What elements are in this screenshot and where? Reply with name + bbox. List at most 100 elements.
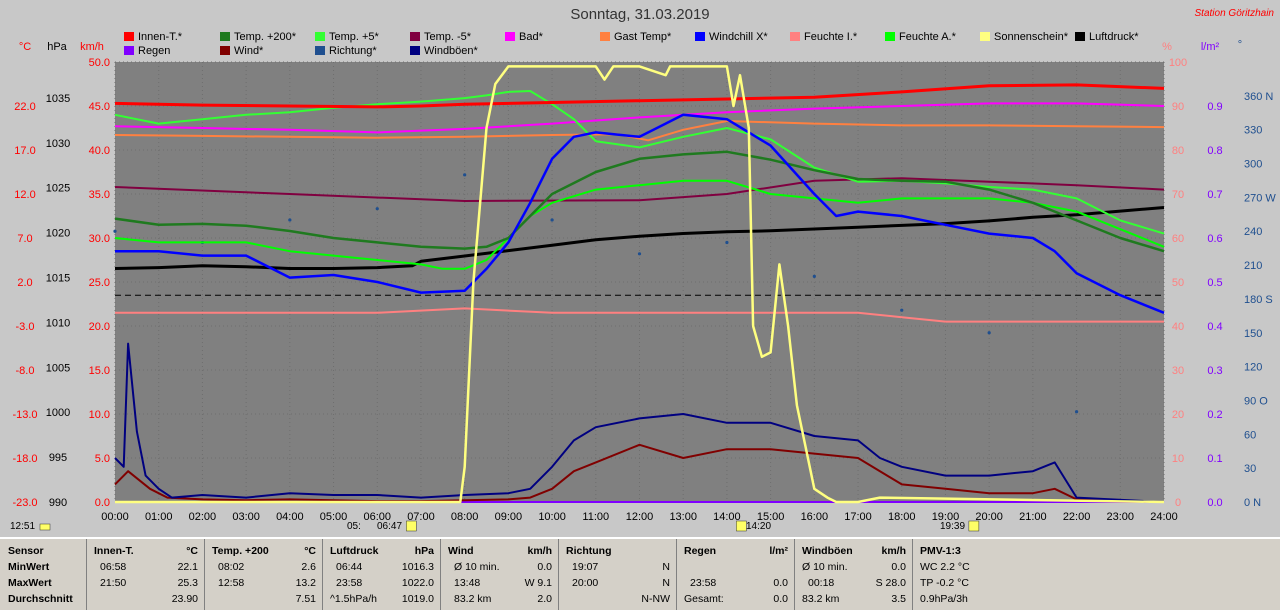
stats-unit: km/h: [527, 545, 552, 557]
legend-item: Windböen*: [410, 45, 478, 57]
legend-item: Regen: [124, 45, 170, 57]
legend-label: Feuchte I.*: [804, 31, 858, 43]
stats-header: Wind: [448, 545, 474, 557]
legend-swatch: [220, 46, 230, 55]
legend-swatch: [505, 32, 515, 41]
tick-label-hour: 16:00: [801, 511, 829, 523]
legend-item: Luftdruck*: [1075, 31, 1139, 43]
legend-label: Gast Temp*: [614, 31, 672, 43]
stats-max-time: 00:18: [808, 577, 835, 589]
tick-label-hour: 01:00: [145, 511, 173, 523]
stats-avg-value: 2.0: [537, 593, 552, 605]
stats-distance: 83.2 km: [454, 593, 492, 605]
tick-label-hpa: 995: [49, 452, 67, 464]
tick-label-lm2: 0.0: [1207, 497, 1222, 509]
tick-label-pct: 20: [1172, 409, 1184, 421]
tick-label-degc: 17.0: [14, 145, 35, 157]
stats-row-sensor: Sensor: [8, 545, 44, 557]
stats-avg-value: 0.0: [773, 593, 788, 605]
series-line-innen-t-: [114, 83, 1165, 109]
tick-label-kmh: 5.0: [95, 453, 110, 465]
legend-item: Temp. -5*: [410, 31, 471, 43]
tick-label-hpa: 1025: [46, 183, 70, 195]
stats-min-value: 22.1: [177, 561, 198, 573]
tick-label-pct: 100: [1169, 57, 1187, 69]
tick-label-hpa: 1000: [46, 407, 70, 419]
stats-row-max: MaxWert: [8, 577, 52, 589]
tick-label-pct: 0: [1175, 497, 1181, 509]
stats-row-min: MinWert: [8, 561, 50, 573]
stats-max-value: 1022.0: [401, 577, 434, 589]
legend-swatch: [124, 32, 134, 41]
tick-label-hpa: 1035: [46, 93, 70, 105]
tick-label-pct: 50: [1172, 277, 1184, 289]
tick-label-kmh: 25.0: [89, 277, 110, 289]
series-line-feuchte-i-: [115, 307, 1164, 323]
stats-avg-value: 3.5: [891, 593, 906, 605]
legend-label: Windböen*: [424, 45, 478, 57]
stats-max-time: 20:00: [572, 577, 599, 589]
legend-swatch: [315, 32, 325, 41]
tick-label-kmh: 35.0: [89, 189, 110, 201]
axis-unit-kmh: km/h: [80, 41, 104, 53]
tick-label-pct: 40: [1172, 321, 1184, 333]
tick-label-degc: -3.0: [16, 321, 35, 333]
tick-label-kmh: 0.0: [95, 497, 110, 509]
station-name: Station Göritzhain: [1194, 8, 1275, 19]
stats-min-time: 19:07: [572, 561, 599, 573]
tick-label-hour: 00:00: [101, 511, 129, 523]
tick-label-kmh: 20.0: [89, 321, 110, 333]
legend-swatch: [600, 32, 610, 41]
legend-item: Windchill X*: [695, 31, 768, 43]
stats-avg-value: 23.90: [171, 593, 198, 605]
tick-label-hour: 04:00: [276, 511, 304, 523]
tick-label-degc: -8.0: [16, 365, 35, 377]
legend-item: Feuchte I.*: [790, 31, 857, 43]
tick-label-pct: 90: [1172, 101, 1184, 113]
noon-time: 14:20: [746, 521, 772, 532]
stats-avg-value: 1019.0: [401, 593, 434, 605]
tick-label-pct: 60: [1172, 233, 1184, 245]
tick-label-direction: 150: [1244, 328, 1262, 340]
tick-label-pct: 80: [1172, 145, 1184, 157]
tick-label-degc: 12.0: [14, 189, 35, 201]
tick-label-degc: -18.0: [12, 453, 37, 465]
series-line-temp-5-: [114, 177, 1165, 202]
legend-item: Temp. +200*: [220, 31, 296, 43]
tick-label-hour: 11:00: [582, 511, 609, 523]
tick-label-direction: 210: [1244, 260, 1262, 272]
weather-chart: °C hPa km/h% l/m² ° 22.0 17.0 12.0 7.0 2.0 -3.0 -8.…: [12, 39, 1276, 532]
legend-swatch: [315, 46, 325, 55]
tick-label-degc: 7.0: [17, 233, 32, 245]
stats-avg-value: N-NW: [641, 593, 670, 605]
legend-label: Windchill X*: [709, 31, 768, 43]
tick-label-hour: 15:00: [757, 511, 785, 523]
tick-label-direction: 60: [1244, 429, 1256, 441]
chart-title: Sonntag, 31.03.2019: [570, 6, 710, 23]
legend-label: Innen-T.*: [138, 31, 183, 43]
tick-label-hpa: 1015: [46, 273, 70, 285]
legend-item: Feuchte A.*: [885, 31, 956, 43]
stats-min-time: 06:44: [336, 561, 363, 573]
stats-max-time: 23:58: [690, 577, 717, 589]
stats-col-boeen: Windböen km/h Ø 10 min. 0.0 00:18 S 28.0…: [794, 539, 913, 610]
stats-max-time: 12:58: [218, 577, 245, 589]
legend-swatch: [124, 46, 134, 55]
stats-avg-value: 7.51: [295, 593, 316, 605]
stats-col-pmv: PMV-1:3 WC 2.2 °C TP -0.2 °C 0.9hPa/3h: [912, 539, 1002, 610]
stats-min-value: 0.0: [891, 561, 906, 573]
legend-item: Sonnenschein*: [980, 31, 1068, 43]
tick-label-pct: 30: [1172, 365, 1184, 377]
tick-label-degc: 22.0: [14, 101, 35, 113]
stats-max-value: N: [662, 577, 670, 589]
tick-label-kmh: 30.0: [89, 233, 110, 245]
stats-min-value: 2.6: [301, 561, 316, 573]
tick-label-direction: 240: [1244, 226, 1262, 238]
tick-label-kmh: 40.0: [89, 145, 110, 157]
stats-col-wind: Wind km/h Ø 10 min. 0.0 13:48 W 9.1 83.2…: [440, 539, 559, 610]
legend-swatch: [1075, 32, 1085, 41]
stats-header: Innen-T.: [94, 545, 134, 557]
tick-label-lm2: 0.4: [1207, 321, 1222, 333]
tick-label-kmh: 10.0: [89, 409, 110, 421]
series-line-temp-200-: [114, 150, 1165, 253]
